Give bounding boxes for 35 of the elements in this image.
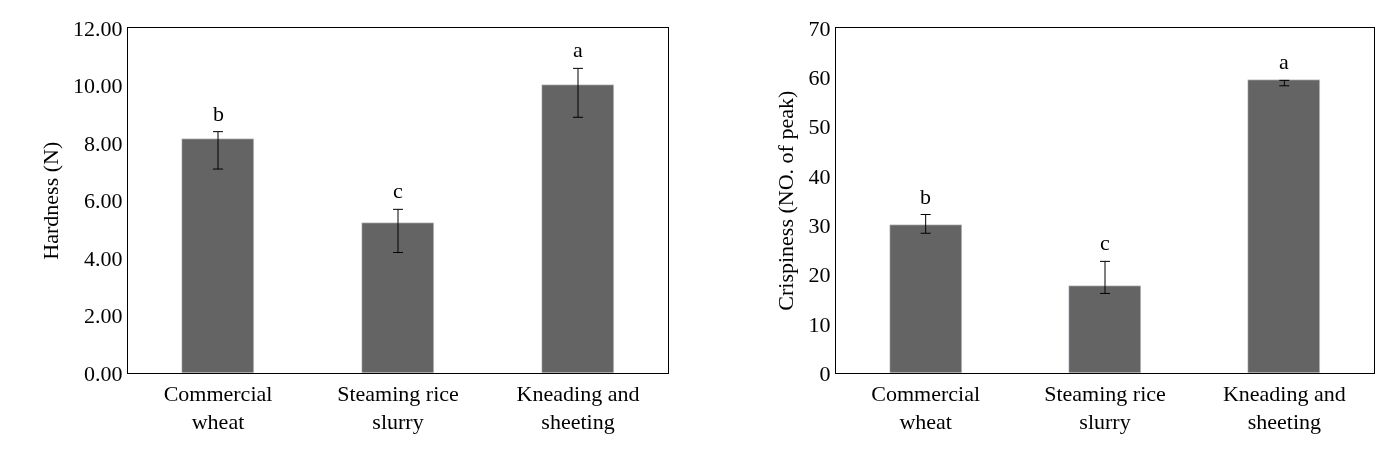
y-tick-label: 70 <box>808 15 831 41</box>
bar <box>541 84 614 374</box>
annotation: a <box>1279 49 1289 74</box>
annotation: b <box>213 101 224 126</box>
bar <box>1068 285 1141 374</box>
bar <box>181 138 254 374</box>
y-tick-label: 10.00 <box>73 73 123 99</box>
x-tick-label: Commercial wheat <box>163 380 273 435</box>
annotation: c <box>393 178 403 203</box>
y-tick-label: 4.00 <box>84 245 123 271</box>
y-tick-label: 2.00 <box>84 303 123 329</box>
x-tick-label: Steaming rice slurry <box>337 380 459 435</box>
annotation: b <box>920 184 931 209</box>
annotation: a <box>573 37 583 62</box>
x-tick-label: Kneading and sheeting <box>516 380 640 435</box>
y-tick-label: 20 <box>808 262 831 288</box>
y-tick-label: 0.00 <box>84 361 123 387</box>
y-axis-title: Crispiness (NO. of peak) <box>773 90 799 311</box>
y-tick-label: 12.00 <box>73 15 123 41</box>
x-tick-label: Kneading and sheeting <box>1222 380 1346 435</box>
y-tick-label: 10 <box>808 311 831 337</box>
y-axis-title: Hardness (N) <box>37 141 63 260</box>
y-tick-label: 30 <box>808 213 831 239</box>
bar <box>889 224 962 374</box>
y-tick-label: 8.00 <box>84 130 123 156</box>
x-tick-label: Steaming rice slurry <box>1044 380 1166 435</box>
y-tick-label: 6.00 <box>84 188 123 214</box>
y-tick-label: 0 <box>819 361 831 387</box>
x-tick-label: Commercial wheat <box>871 380 981 435</box>
y-tick-label: 50 <box>808 114 831 140</box>
y-tick-label: 40 <box>808 163 831 189</box>
bar <box>361 222 434 374</box>
annotation: c <box>1100 230 1110 255</box>
y-tick-label: 60 <box>808 65 831 91</box>
bar <box>1247 79 1320 374</box>
